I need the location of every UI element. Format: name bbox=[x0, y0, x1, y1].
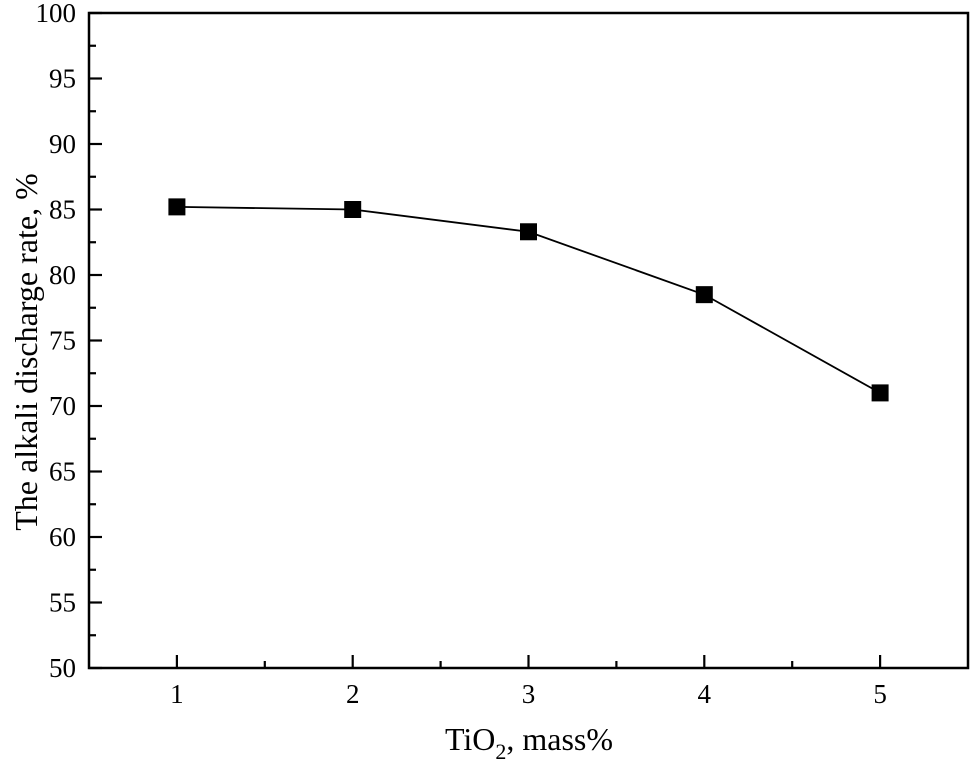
y-tick-label: 90 bbox=[49, 129, 76, 159]
axis-ticks bbox=[89, 11, 882, 670]
data-point bbox=[520, 223, 537, 241]
x-axis-title-rest: , mass% bbox=[506, 721, 613, 757]
data-point bbox=[695, 286, 713, 304]
y-tick-label: 55 bbox=[49, 588, 76, 618]
x-axis-title: TiO2, mass% bbox=[445, 721, 613, 764]
x-tick-label: 2 bbox=[346, 679, 360, 709]
y-axis-title: The alkali discharge rate, % bbox=[8, 173, 44, 530]
data-point bbox=[871, 384, 889, 402]
axis-tick-labels: 50 55 60 65 70 75 80 85 90 95 100 1 2 3 4 5 bbox=[36, 0, 887, 709]
y-tick-label: 50 bbox=[49, 653, 76, 683]
y-tick-label: 85 bbox=[49, 195, 76, 225]
x-tick-label: 5 bbox=[873, 679, 887, 709]
x-tick-label: 4 bbox=[698, 679, 712, 709]
data-points bbox=[168, 198, 889, 402]
y-tick-label: 95 bbox=[49, 64, 76, 94]
y-tick-label: 75 bbox=[49, 326, 76, 356]
x-axis-title-subscript: 2 bbox=[495, 739, 506, 764]
y-tick-label: 80 bbox=[49, 260, 76, 290]
x-tick-label: 3 bbox=[522, 679, 536, 709]
x-axis-title-main: TiO bbox=[445, 721, 495, 757]
y-tick-label: 65 bbox=[49, 457, 76, 487]
plot-border bbox=[87, 11, 970, 670]
y-tick-label: 70 bbox=[49, 391, 76, 421]
data-point bbox=[168, 198, 186, 216]
y-tick-label: 100 bbox=[36, 0, 77, 28]
data-point bbox=[344, 201, 362, 218]
y-tick-label: 60 bbox=[49, 522, 76, 552]
x-tick-label: 1 bbox=[170, 679, 184, 709]
